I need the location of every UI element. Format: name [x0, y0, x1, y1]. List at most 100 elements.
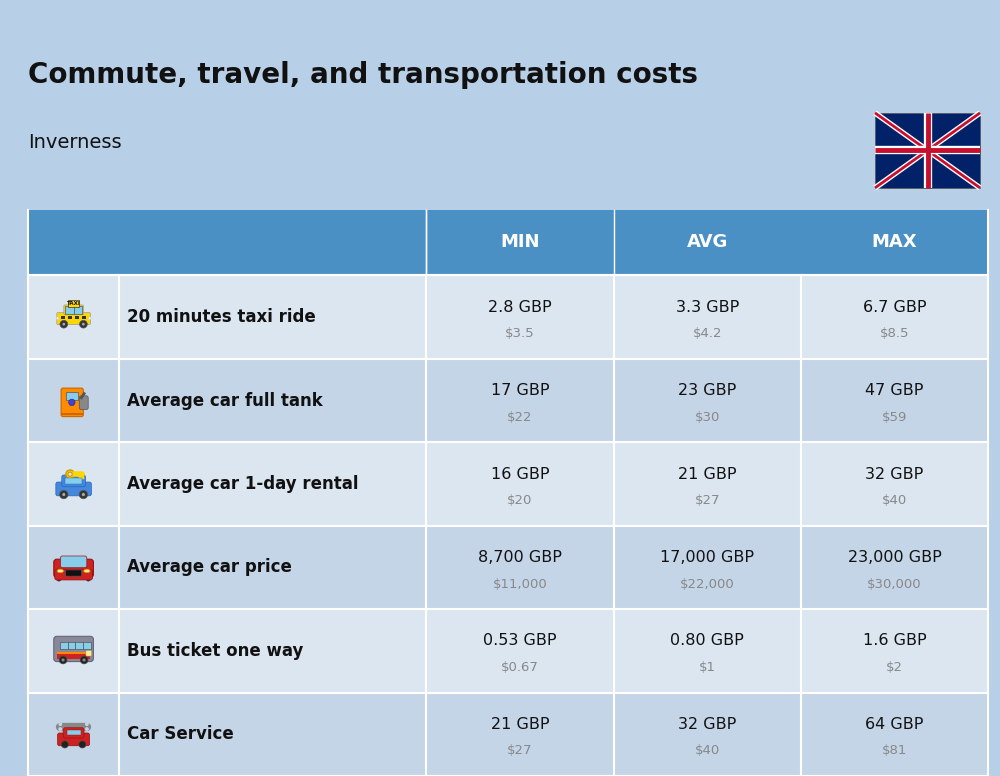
Text: 1.6 GBP: 1.6 GBP — [863, 633, 926, 649]
FancyBboxPatch shape — [54, 559, 93, 577]
FancyBboxPatch shape — [83, 642, 91, 649]
FancyBboxPatch shape — [86, 316, 89, 319]
Text: Bus ticket one way: Bus ticket one way — [127, 642, 304, 660]
FancyBboxPatch shape — [72, 316, 75, 319]
FancyBboxPatch shape — [57, 652, 90, 654]
Ellipse shape — [57, 570, 63, 573]
Text: $11,000: $11,000 — [493, 577, 547, 591]
Circle shape — [82, 658, 86, 662]
FancyBboxPatch shape — [55, 570, 92, 580]
FancyBboxPatch shape — [68, 642, 75, 649]
Text: $40: $40 — [695, 744, 720, 757]
FancyBboxPatch shape — [66, 392, 78, 400]
FancyBboxPatch shape — [61, 388, 83, 417]
FancyBboxPatch shape — [58, 316, 61, 319]
Text: Average car price: Average car price — [127, 559, 292, 577]
Text: Inverness: Inverness — [28, 133, 122, 152]
Text: Average car 1-day rental: Average car 1-day rental — [127, 475, 359, 493]
FancyBboxPatch shape — [61, 413, 83, 415]
Circle shape — [59, 656, 67, 663]
Text: 21 GBP: 21 GBP — [491, 717, 549, 732]
Circle shape — [83, 723, 90, 730]
Text: $27: $27 — [694, 494, 720, 508]
Circle shape — [62, 323, 66, 326]
Text: $20: $20 — [507, 494, 533, 508]
Text: Commute, travel, and transportation costs: Commute, travel, and transportation cost… — [28, 61, 698, 89]
FancyBboxPatch shape — [74, 307, 82, 314]
Text: 17,000 GBP: 17,000 GBP — [660, 550, 754, 565]
Circle shape — [60, 320, 68, 328]
Circle shape — [85, 722, 89, 726]
FancyBboxPatch shape — [66, 570, 82, 576]
Text: 3.3 GBP: 3.3 GBP — [676, 300, 739, 315]
Text: 20 minutes taxi ride: 20 minutes taxi ride — [127, 308, 316, 326]
FancyBboxPatch shape — [28, 692, 988, 776]
Text: MIN: MIN — [500, 234, 540, 251]
Text: $22: $22 — [507, 411, 533, 424]
FancyBboxPatch shape — [28, 275, 988, 359]
FancyBboxPatch shape — [875, 113, 980, 188]
FancyBboxPatch shape — [64, 305, 83, 315]
Circle shape — [62, 493, 66, 497]
FancyBboxPatch shape — [68, 300, 79, 307]
Text: 0.53 GBP: 0.53 GBP — [483, 633, 557, 649]
Circle shape — [58, 727, 62, 731]
FancyBboxPatch shape — [28, 359, 988, 442]
Text: $22,000: $22,000 — [680, 577, 735, 591]
FancyBboxPatch shape — [67, 730, 81, 736]
Text: 21 GBP: 21 GBP — [678, 466, 736, 482]
Text: $2: $2 — [886, 661, 903, 674]
Text: $1: $1 — [699, 661, 716, 674]
Text: $30: $30 — [695, 411, 720, 424]
Circle shape — [58, 722, 62, 726]
Circle shape — [57, 723, 64, 730]
Circle shape — [69, 399, 75, 406]
FancyBboxPatch shape — [28, 210, 988, 275]
FancyBboxPatch shape — [56, 317, 60, 320]
Text: 0.80 GBP: 0.80 GBP — [670, 633, 744, 649]
FancyBboxPatch shape — [65, 478, 82, 484]
Circle shape — [60, 490, 68, 499]
FancyBboxPatch shape — [60, 556, 87, 568]
FancyBboxPatch shape — [62, 475, 85, 487]
Circle shape — [79, 741, 86, 748]
Text: 23 GBP: 23 GBP — [678, 383, 736, 398]
Ellipse shape — [84, 570, 90, 573]
Text: TAXI: TAXI — [67, 301, 81, 306]
Circle shape — [61, 741, 68, 748]
Text: $81: $81 — [882, 744, 907, 757]
Text: $4.2: $4.2 — [692, 327, 722, 341]
FancyBboxPatch shape — [87, 317, 91, 320]
Text: 6.7 GBP: 6.7 GBP — [863, 300, 926, 315]
FancyBboxPatch shape — [79, 316, 82, 319]
Text: 8,700 GBP: 8,700 GBP — [478, 550, 562, 565]
Circle shape — [80, 320, 87, 328]
FancyBboxPatch shape — [57, 654, 90, 659]
Circle shape — [68, 472, 72, 476]
Text: $30,000: $30,000 — [867, 577, 922, 591]
Text: 16 GBP: 16 GBP — [491, 466, 549, 482]
FancyBboxPatch shape — [79, 396, 88, 410]
Text: 23,000 GBP: 23,000 GBP — [848, 550, 941, 565]
Text: AVG: AVG — [687, 234, 728, 251]
Circle shape — [79, 490, 88, 499]
FancyBboxPatch shape — [28, 609, 988, 692]
FancyBboxPatch shape — [58, 316, 89, 319]
Text: Average car full tank: Average car full tank — [127, 392, 323, 410]
Text: $59: $59 — [882, 411, 907, 424]
Ellipse shape — [56, 573, 62, 581]
FancyBboxPatch shape — [75, 642, 83, 649]
Text: 17 GBP: 17 GBP — [491, 383, 549, 398]
Circle shape — [81, 493, 85, 497]
FancyBboxPatch shape — [86, 650, 91, 656]
Text: 2.8 GBP: 2.8 GBP — [488, 300, 552, 315]
FancyBboxPatch shape — [58, 733, 90, 746]
Circle shape — [61, 658, 65, 662]
Text: $3.5: $3.5 — [505, 327, 535, 341]
Text: $27: $27 — [507, 744, 533, 757]
Text: MAX: MAX — [872, 234, 917, 251]
Circle shape — [82, 323, 85, 326]
Text: Car Service: Car Service — [127, 726, 234, 743]
Text: $8.5: $8.5 — [880, 327, 909, 341]
Text: 64 GBP: 64 GBP — [865, 717, 924, 732]
